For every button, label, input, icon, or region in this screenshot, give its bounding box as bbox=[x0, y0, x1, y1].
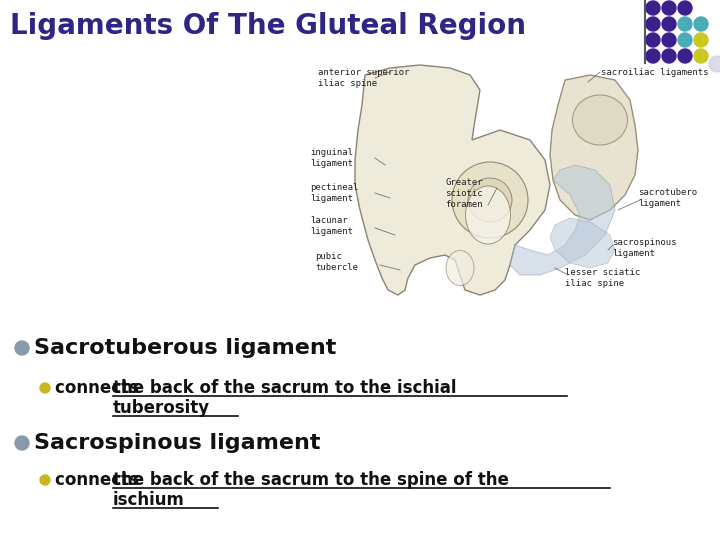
Circle shape bbox=[468, 178, 512, 222]
Text: tuberosity: tuberosity bbox=[113, 399, 210, 417]
Circle shape bbox=[694, 49, 708, 63]
Circle shape bbox=[662, 17, 676, 31]
Polygon shape bbox=[510, 165, 615, 275]
Circle shape bbox=[662, 33, 676, 47]
Text: lacunar
ligament: lacunar ligament bbox=[310, 216, 353, 236]
Circle shape bbox=[678, 33, 692, 47]
Circle shape bbox=[646, 33, 660, 47]
Text: sacrospinous
ligament: sacrospinous ligament bbox=[612, 238, 677, 258]
Circle shape bbox=[709, 56, 720, 72]
Ellipse shape bbox=[572, 95, 628, 145]
Circle shape bbox=[678, 49, 692, 63]
Text: lesser sciatic
iliac spine: lesser sciatic iliac spine bbox=[565, 268, 640, 288]
Ellipse shape bbox=[466, 186, 510, 244]
Text: Sacrospinous ligament: Sacrospinous ligament bbox=[34, 433, 320, 453]
Circle shape bbox=[15, 341, 29, 355]
Text: Sacrotuberous ligament: Sacrotuberous ligament bbox=[34, 338, 336, 358]
Circle shape bbox=[646, 17, 660, 31]
Text: pubic
tubercle: pubic tubercle bbox=[315, 252, 358, 272]
Text: inguinal
ligament: inguinal ligament bbox=[310, 148, 353, 168]
Circle shape bbox=[662, 49, 676, 63]
Text: sacrotubero
ligament: sacrotubero ligament bbox=[638, 188, 697, 208]
Circle shape bbox=[678, 1, 692, 15]
Text: sacroiliac ligaments: sacroiliac ligaments bbox=[601, 68, 708, 77]
FancyBboxPatch shape bbox=[310, 55, 700, 315]
Circle shape bbox=[678, 17, 692, 31]
Circle shape bbox=[40, 475, 50, 485]
Text: Greater
sciotic
foramen: Greater sciotic foramen bbox=[445, 178, 483, 209]
Text: connects: connects bbox=[55, 379, 145, 397]
Circle shape bbox=[646, 49, 660, 63]
Ellipse shape bbox=[446, 251, 474, 286]
Circle shape bbox=[694, 17, 708, 31]
Circle shape bbox=[646, 1, 660, 15]
Circle shape bbox=[694, 33, 708, 47]
Text: pectineal
ligament: pectineal ligament bbox=[310, 183, 359, 203]
Polygon shape bbox=[355, 65, 550, 295]
Text: the back of the sacrum to the ischial: the back of the sacrum to the ischial bbox=[113, 379, 456, 397]
Text: connects: connects bbox=[55, 471, 145, 489]
Circle shape bbox=[452, 162, 528, 238]
Text: anterior superior
iliac spine: anterior superior iliac spine bbox=[318, 68, 410, 88]
Polygon shape bbox=[550, 75, 638, 220]
Text: ischium: ischium bbox=[113, 491, 185, 509]
Circle shape bbox=[662, 1, 676, 15]
Circle shape bbox=[15, 436, 29, 450]
Circle shape bbox=[40, 383, 50, 393]
Text: Ligaments Of The Gluteal Region: Ligaments Of The Gluteal Region bbox=[10, 12, 526, 40]
Text: the back of the sacrum to the spine of the: the back of the sacrum to the spine of t… bbox=[113, 471, 509, 489]
Polygon shape bbox=[550, 218, 615, 268]
